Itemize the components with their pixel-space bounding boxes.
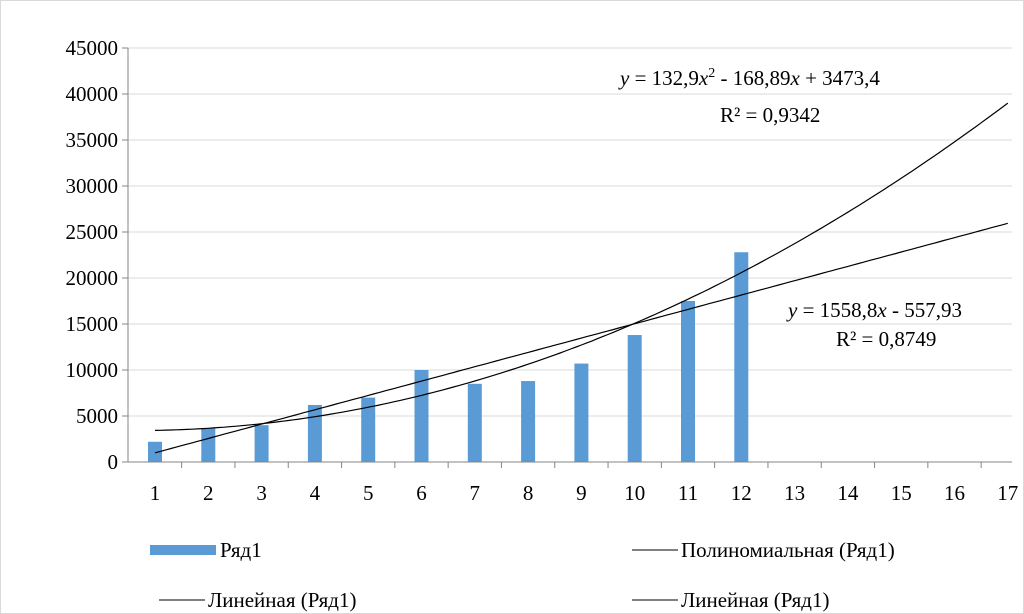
y-tick-label: 10000: [66, 358, 119, 382]
bar: [414, 370, 429, 462]
trendlines: [154, 102, 1009, 454]
poly-eq-x1: x: [698, 66, 709, 90]
axes: [122, 47, 1012, 468]
poly-eq-x2: x: [790, 66, 801, 90]
bar: [574, 363, 589, 462]
y-tick-label: 40000: [66, 82, 119, 106]
legend-swatch-bar: [150, 545, 216, 555]
x-tick-label: 3: [256, 481, 267, 505]
poly-eq-coef-c: + 3473,4: [800, 66, 881, 90]
bar: [148, 441, 162, 462]
y-tick-label: 25000: [66, 220, 119, 244]
bar: [467, 383, 482, 462]
linear-trendline: [154, 222, 1008, 454]
bar: [734, 252, 749, 462]
poly-eq-y: y: [618, 66, 630, 90]
x-tick-label: 5: [363, 481, 374, 505]
legend-label-poly: Полиномиальная (Ряд1): [681, 538, 895, 562]
bar: [521, 381, 536, 462]
lin-eq-x: x: [876, 298, 887, 322]
y-tick-label: 45000: [66, 36, 119, 60]
y-tick-label: 15000: [66, 312, 119, 336]
x-tick-label: 15: [891, 481, 912, 505]
linear-r2: R² = 0,8749: [836, 327, 936, 351]
legend: Ряд1 Полиномиальная (Ряд1) Линейная (Ряд…: [150, 538, 895, 612]
y-axis-ticks: 0 5000 10000 15000 20000 25000 30000 35000 40000…: [66, 36, 119, 474]
poly-eq-coef-a: = 132,9: [629, 66, 699, 90]
x-tick-label: 13: [784, 481, 805, 505]
legend-label-linear-1: Линейная (Ряд1): [208, 588, 356, 612]
x-tick-label: 16: [944, 481, 965, 505]
poly-eq-coef-b: - 168,89: [715, 66, 790, 90]
legend-label-series: Ряд1: [220, 538, 262, 562]
x-tick-label: 7: [470, 481, 481, 505]
bar: [307, 404, 322, 462]
bar: [201, 427, 216, 462]
bar: [254, 425, 269, 462]
x-axis-ticks: 1 2 3 4 5 6 7 8 9 10 11 12 13 14 15 16 17: [150, 481, 1019, 505]
x-tick-label: 8: [523, 481, 534, 505]
legend-label-linear-2: Линейная (Ряд1): [681, 588, 829, 612]
y-tick-label: 20000: [66, 266, 119, 290]
x-tick-label: 17: [997, 481, 1018, 505]
bar: [361, 397, 376, 462]
bar-series: [148, 252, 749, 462]
x-tick-label: 11: [678, 481, 698, 505]
x-tick-label: 1: [150, 481, 161, 505]
lin-eq-coef-b: - 557,93: [887, 298, 962, 322]
lin-eq-coef-a: = 1558,8: [797, 298, 877, 322]
linear-equation: y = 1558,8x - 557,93: [786, 298, 962, 322]
x-tick-label: 10: [624, 481, 645, 505]
y-tick-label: 0: [108, 450, 119, 474]
x-tick-label: 4: [310, 481, 321, 505]
bar: [681, 301, 695, 462]
lin-eq-y: y: [786, 298, 798, 322]
gridlines: [128, 47, 1012, 417]
y-tick-label: 5000: [76, 404, 118, 428]
poly-eq-exp: 2: [708, 66, 715, 81]
poly-r2: R² = 0,9342: [720, 103, 820, 127]
x-tick-label: 14: [837, 481, 859, 505]
x-tick-label: 6: [416, 481, 427, 505]
x-tick-label: 2: [203, 481, 214, 505]
polynomial-trendline: [154, 102, 1009, 431]
bar: [627, 335, 642, 462]
x-tick-label: 9: [576, 481, 587, 505]
y-tick-label: 35000: [66, 128, 119, 152]
y-tick-label: 30000: [66, 174, 119, 198]
poly-equation: y = 132,9x2 - 168,89x + 3473,4: [618, 66, 880, 90]
x-tick-label: 12: [731, 481, 752, 505]
